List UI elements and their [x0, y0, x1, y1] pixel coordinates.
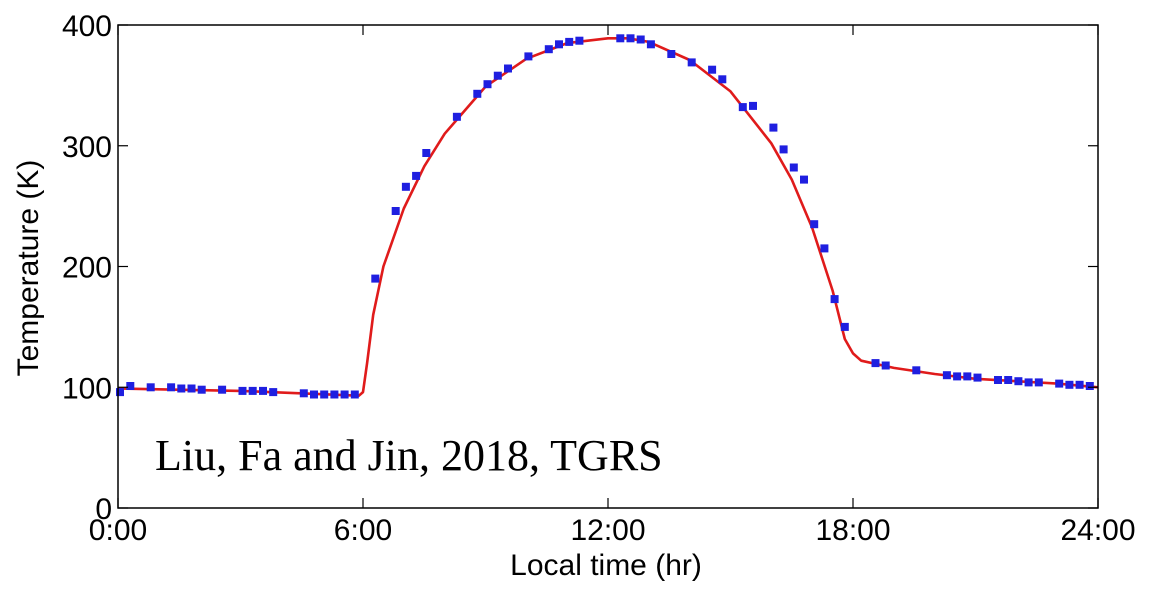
- data-point: [840, 322, 849, 331]
- axis-ticks: 0:00 6:00 12:00 18:00 24:00 0 100 200 300 400: [62, 10, 1136, 547]
- data-point: [422, 149, 431, 157]
- y-tick-label: 300: [62, 131, 112, 164]
- data-point: [1034, 378, 1043, 387]
- y-tick-label: 100: [62, 372, 112, 405]
- data-point: [830, 295, 839, 304]
- data-point: [820, 244, 829, 253]
- data-point: [238, 386, 247, 395]
- data-point: [452, 112, 461, 121]
- data-point: [1014, 377, 1023, 386]
- data-point: [177, 384, 186, 393]
- data-point: [626, 34, 635, 43]
- data-point: [616, 34, 625, 43]
- data-point: [391, 207, 400, 215]
- data-point: [769, 123, 778, 132]
- data-point: [473, 89, 482, 98]
- data-point: [800, 175, 808, 184]
- data-point: [973, 373, 982, 382]
- data-point: [881, 361, 890, 370]
- y-tick-label: 400: [62, 10, 112, 43]
- fit-line: [117, 37, 1099, 397]
- data-point: [646, 40, 655, 49]
- data-point: [953, 372, 962, 381]
- data-point: [320, 390, 329, 399]
- data-point: [1085, 382, 1094, 390]
- data-point: [126, 382, 135, 390]
- y-axis-label: Temperature (K): [12, 160, 45, 377]
- data-point: [1075, 380, 1084, 389]
- data-point: [187, 384, 196, 393]
- data-point: [483, 80, 492, 89]
- data-point: [218, 385, 227, 394]
- data-point: [350, 390, 359, 399]
- y-tick-label: 200: [62, 252, 112, 285]
- annotation-text: Liu, Fa and Jin, 2018, TGRS: [155, 431, 663, 480]
- data-point: [667, 50, 676, 58]
- data-point: [299, 389, 308, 398]
- data-point: [197, 385, 206, 394]
- data-point: [1024, 378, 1033, 387]
- data-point: [738, 103, 747, 112]
- data-point: [565, 37, 574, 46]
- data-point: [504, 64, 512, 73]
- data-point: [146, 383, 155, 392]
- x-tick-label: 6:00: [334, 514, 392, 547]
- x-axis-label: Local time (hr): [510, 549, 702, 582]
- data-point: [871, 359, 880, 368]
- data-point: [789, 163, 798, 172]
- data-point: [708, 65, 717, 74]
- data-point: [493, 71, 502, 80]
- data-point: [401, 182, 410, 191]
- data-point: [687, 58, 696, 67]
- data-point: [994, 376, 1002, 384]
- data-point: [749, 101, 757, 110]
- data-point: [1004, 376, 1013, 384]
- x-tick-label: 12:00: [570, 514, 645, 547]
- data-point: [330, 390, 339, 399]
- data-point: [555, 40, 563, 49]
- data-point: [912, 366, 921, 375]
- data-point: [269, 388, 278, 397]
- data-point: [1065, 380, 1074, 389]
- x-tick-label: 18:00: [815, 514, 890, 547]
- data-point: [575, 36, 584, 45]
- x-tick-label: 0:00: [89, 514, 147, 547]
- data-point: [942, 371, 951, 380]
- data-point: [1055, 379, 1064, 388]
- data-point: [340, 390, 349, 399]
- data-point: [810, 220, 819, 229]
- data-point: [544, 45, 553, 54]
- plot-marks: [116, 34, 1099, 399]
- data-point: [524, 52, 533, 61]
- x-tick-label: 24:00: [1060, 514, 1135, 547]
- data-point: [310, 390, 318, 399]
- data-point: [963, 372, 972, 381]
- data-point: [779, 145, 788, 154]
- data-point: [248, 386, 257, 395]
- data-point: [167, 383, 176, 392]
- data-point: [636, 35, 645, 44]
- data-point: [259, 386, 267, 395]
- data-point: [718, 75, 727, 84]
- data-point: [371, 274, 380, 283]
- data-point: [116, 388, 124, 397]
- data-point: [412, 171, 421, 180]
- y-tick-label: 0: [95, 493, 112, 526]
